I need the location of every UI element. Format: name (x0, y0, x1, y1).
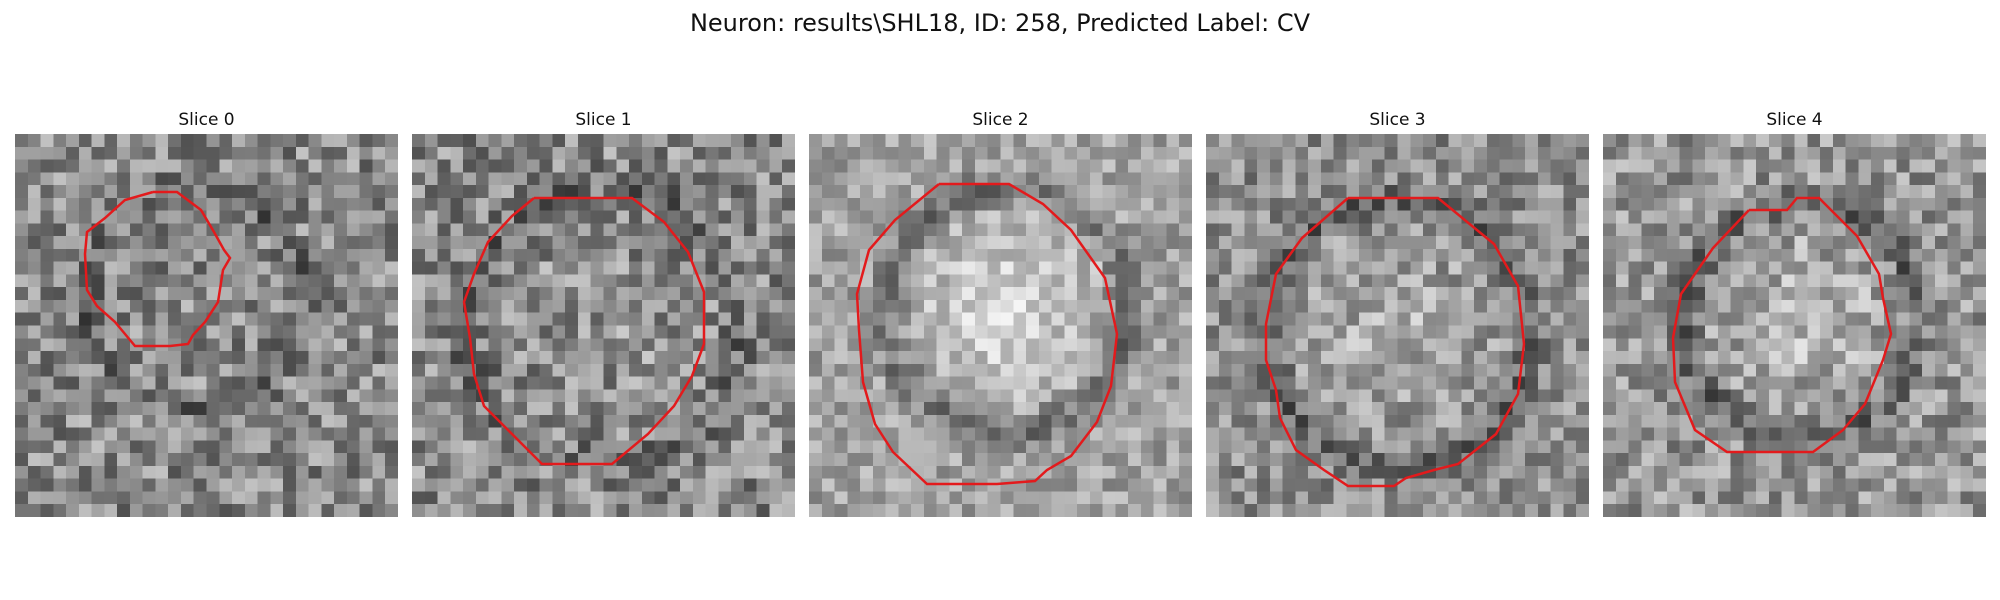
figure-title: Neuron: results\SHL18, ID: 258, Predicte… (689, 9, 1311, 37)
slice-2-contour-overlay (855, 182, 1119, 486)
slice-3-title: Slice 3 (1369, 110, 1426, 130)
slice-2-image-panel (809, 134, 1192, 517)
slice-1-title: Slice 1 (575, 110, 632, 130)
slice-4-contour-overlay (1671, 196, 1893, 454)
slice-4-image-panel (1603, 134, 1986, 517)
slice-2-title: Slice 2 (972, 110, 1029, 130)
slice-1-contour-line (462, 196, 706, 466)
slice-0-micrograph (15, 134, 398, 517)
slice-0-image-panel (15, 134, 398, 517)
slice-4-title: Slice 4 (1766, 110, 1823, 130)
slice-3-image-panel (1206, 134, 1589, 517)
slice-2-micrograph (809, 134, 1192, 517)
slice-3-contour-line (1264, 196, 1526, 488)
slice-0-title: Slice 0 (178, 110, 235, 130)
slice-0-contour-overlay (83, 190, 232, 348)
slice-0-contour-line (83, 190, 232, 348)
slice-3-contour-overlay (1264, 196, 1526, 488)
slice-1-contour-overlay (462, 196, 706, 466)
slice-2-contour-line (855, 182, 1119, 486)
slice-1-image-panel (412, 134, 795, 517)
slice-4-contour-line (1671, 196, 1893, 454)
